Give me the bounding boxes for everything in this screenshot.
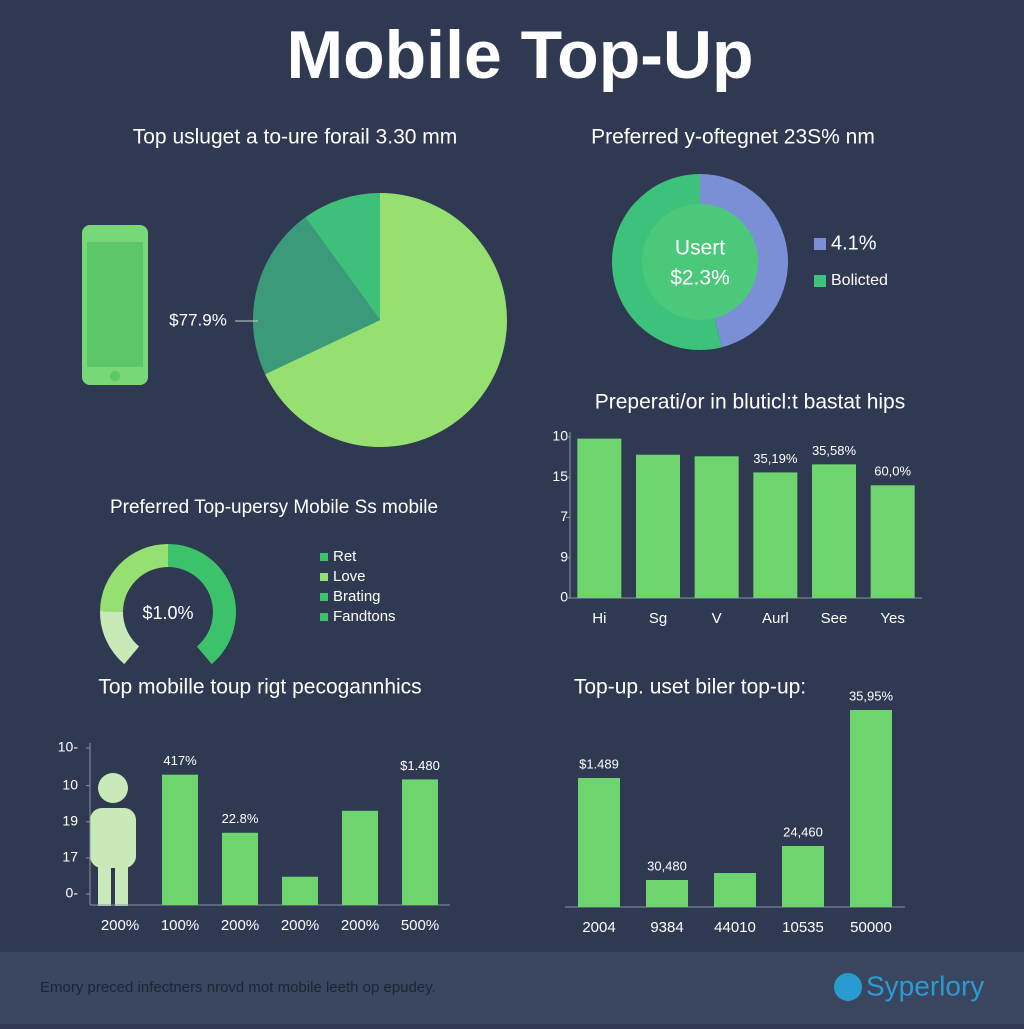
- gauge-segment: [100, 544, 168, 612]
- bar-title: Preperati/or in bluticl:t bastat hips: [595, 391, 906, 414]
- gauge-title: Preferred Top-upersy Mobile Ss mobile: [110, 497, 438, 518]
- bar-annotation: 30,480: [647, 858, 687, 873]
- bar-title: Top mobille toup rigt pecogannhics: [98, 676, 421, 699]
- y-tick-label: 10-: [58, 739, 79, 755]
- bar-annotation: 417%: [163, 753, 197, 768]
- bar: [870, 485, 915, 598]
- x-tick-label: 9384: [650, 919, 683, 936]
- legend-label: Ret: [333, 548, 357, 565]
- bar: [578, 778, 620, 907]
- bar: [402, 779, 438, 905]
- pie-slice: [265, 193, 508, 447]
- donut-title: Preferred y-oftegnet 23S% nm: [591, 126, 875, 149]
- x-tick-label: 200%: [221, 917, 259, 934]
- bar-annotation: $1.489: [579, 756, 619, 771]
- bar: [714, 873, 756, 907]
- legend-label: 4.1%: [831, 232, 877, 254]
- bar: [342, 810, 378, 905]
- footer-text: Emory preced infectners nrovd mot mobile…: [40, 979, 436, 996]
- gauge-segment: [168, 544, 237, 665]
- bar-title: Top-up. uset biler top-up:: [574, 676, 806, 699]
- y-tick-label: 9: [560, 548, 568, 564]
- x-tick-label: 2004: [582, 919, 615, 936]
- x-tick-label: Sg: [649, 610, 667, 627]
- x-tick-label: See: [821, 610, 848, 627]
- legend-label: Bolicted: [831, 272, 888, 289]
- bar: [753, 472, 798, 598]
- y-tick-label: 15: [552, 468, 568, 484]
- y-tick-label: 10: [552, 428, 568, 444]
- x-tick-label: 200%: [101, 917, 139, 934]
- bar-annotation: 35,95%: [849, 688, 894, 703]
- y-tick-label: 10: [62, 776, 78, 792]
- x-tick-label: 10535: [782, 919, 824, 936]
- donut-hole: [642, 204, 758, 320]
- y-tick-label: 7: [560, 508, 568, 524]
- x-tick-label: Hi: [592, 610, 606, 627]
- logo-icon: [834, 973, 862, 1001]
- legend-label: Fandtons: [333, 608, 396, 625]
- x-tick-label: 50000: [850, 919, 892, 936]
- bar-annotation: 35,19%: [753, 451, 798, 466]
- logo: Syperlory: [866, 970, 984, 1001]
- person-icon: [90, 773, 136, 906]
- phone-icon: [82, 225, 148, 385]
- legend-swatch: [320, 613, 328, 621]
- legend-label: Brating: [333, 588, 381, 605]
- x-tick-label: 44010: [714, 919, 756, 936]
- title: Mobile Top-Up: [286, 17, 753, 93]
- bar-annotation: 35,58%: [812, 443, 857, 458]
- bar: [162, 774, 198, 905]
- legend-swatch: [320, 573, 328, 581]
- bar-annotation: 22.8%: [222, 811, 259, 826]
- bar: [694, 456, 739, 598]
- gauge-center: $1.0%: [142, 603, 193, 623]
- pie-slice: [305, 193, 380, 320]
- gauge-segment: [100, 611, 140, 665]
- bar: [636, 454, 680, 598]
- bar-annotation: 60,0%: [874, 464, 911, 479]
- x-tick-label: 500%: [401, 917, 439, 934]
- x-tick-label: 200%: [341, 917, 379, 934]
- legend-swatch: [320, 593, 328, 601]
- donut-center: $2.3%: [670, 267, 730, 290]
- x-tick-label: V: [712, 610, 722, 627]
- pie-label: $77.9%: [169, 310, 227, 329]
- y-tick-label: 0: [560, 589, 568, 605]
- bar-annotation: 24,460: [783, 824, 823, 839]
- x-tick-label: 100%: [161, 917, 199, 934]
- legend-label: Love: [333, 568, 366, 585]
- bar: [850, 710, 892, 907]
- y-tick-label: 0-: [66, 885, 79, 901]
- x-tick-label: Yes: [880, 610, 904, 627]
- bar: [646, 880, 688, 907]
- bar: [782, 846, 824, 907]
- y-tick-label: 19: [62, 812, 78, 828]
- x-tick-label: Aurl: [762, 610, 789, 627]
- pie-title: Top usluget a to-ure forail 3.30 mm: [133, 126, 458, 149]
- bar: [812, 464, 856, 598]
- bar: [577, 438, 622, 598]
- bar: [282, 876, 318, 905]
- legend-swatch: [814, 275, 826, 287]
- legend-swatch: [814, 238, 826, 250]
- legend-swatch: [320, 553, 328, 561]
- bar: [222, 832, 258, 905]
- bar-annotation: $1.480: [400, 758, 440, 773]
- y-tick-label: 17: [62, 849, 78, 865]
- x-tick-label: 200%: [281, 917, 319, 934]
- pie-slice: [253, 217, 380, 375]
- donut-center: Usert: [675, 237, 725, 260]
